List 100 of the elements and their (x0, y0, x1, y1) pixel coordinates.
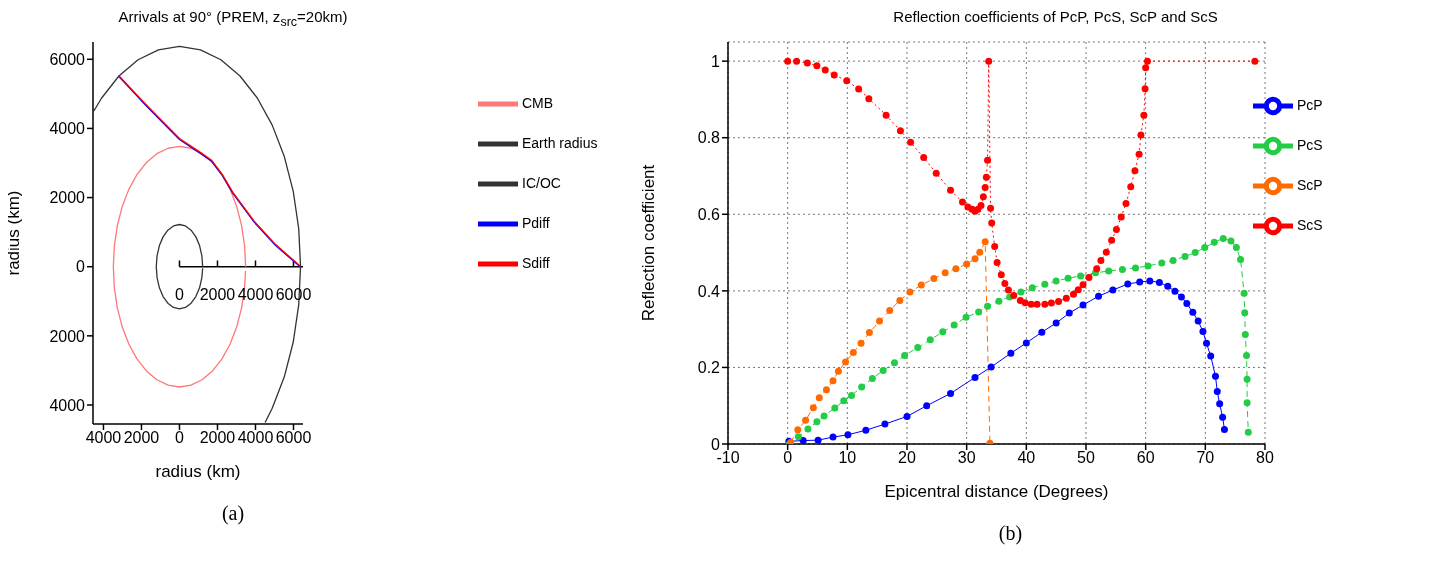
point (962, 313, 970, 321)
x2-tick-label: 4000 (237, 286, 274, 304)
point (815, 394, 823, 402)
x-tick-label: -10 (716, 449, 740, 467)
x-tick-label: 2000 (123, 429, 160, 447)
point (1079, 301, 1087, 309)
point (814, 436, 822, 444)
y-tick-label: 4000 (49, 120, 86, 138)
point (1194, 317, 1202, 325)
legend-label: Sdiff (522, 253, 551, 273)
point (971, 373, 979, 381)
y-tick-label: 0.6 (697, 205, 721, 223)
point (799, 437, 807, 444)
y-tick-label: 0.4 (697, 282, 721, 300)
x-tick-label: 0 (783, 449, 793, 467)
y-tick-label: 0.8 (697, 129, 721, 147)
point (917, 281, 925, 289)
point (896, 296, 904, 304)
point (1022, 339, 1030, 347)
x-tick-label: 70 (1196, 449, 1215, 467)
point (1216, 400, 1224, 408)
point (1007, 349, 1015, 357)
point (794, 433, 802, 441)
x-axis-title: radius (km) (155, 462, 241, 481)
point (1244, 428, 1252, 436)
point (1064, 274, 1072, 282)
point (813, 418, 821, 426)
point (1243, 352, 1250, 360)
point (976, 248, 984, 256)
point (1211, 372, 1219, 380)
x-tick-label: 2000 (199, 429, 236, 447)
x-axis-title: Epicentral distance (Degrees) (884, 482, 1109, 501)
point (1169, 257, 1177, 265)
point (1109, 286, 1117, 294)
x2-tick-label: 2000 (199, 286, 236, 304)
point (1201, 244, 1209, 252)
point (906, 288, 914, 296)
point (809, 404, 817, 412)
point (1181, 252, 1189, 260)
y-tick-label: 6000 (49, 50, 86, 68)
point (1144, 262, 1152, 270)
point (975, 308, 983, 316)
legend-label: IC/OC (522, 173, 562, 193)
point (822, 386, 830, 394)
x-tick-label: 80 (1256, 449, 1274, 467)
point (1171, 287, 1179, 295)
y-tick-label: 0 (76, 258, 86, 276)
point (886, 306, 894, 314)
point (1132, 264, 1140, 272)
legend-label: ScP (1297, 175, 1324, 195)
point (804, 425, 812, 433)
point (1210, 238, 1218, 246)
point (879, 366, 887, 374)
point (963, 260, 971, 268)
point (1155, 278, 1163, 286)
point (1241, 309, 1249, 317)
y-tick-label: 1 (711, 52, 721, 70)
point (1136, 278, 1144, 286)
y-tick-label: 2000 (49, 189, 86, 207)
point (865, 329, 873, 337)
point (1227, 237, 1235, 245)
point (923, 402, 931, 410)
point (952, 265, 960, 273)
point (1189, 308, 1197, 316)
legend-label: ScS (1297, 215, 1324, 235)
point (844, 431, 852, 439)
point (1219, 413, 1227, 421)
point (950, 321, 958, 329)
point (1213, 388, 1221, 396)
point (1207, 352, 1215, 360)
point (1243, 399, 1251, 407)
point (1220, 425, 1228, 433)
point (1241, 331, 1249, 338)
point (1095, 292, 1103, 300)
point (1240, 289, 1248, 297)
point (849, 349, 857, 356)
point (1158, 259, 1166, 267)
point (903, 412, 911, 420)
x2-tick-label: 0 (175, 286, 185, 304)
point (868, 375, 876, 383)
point (987, 363, 995, 371)
point (941, 269, 949, 277)
point (1243, 375, 1251, 383)
x-tick-label: 4000 (237, 429, 274, 447)
y-tick-label: 4000 (49, 396, 86, 414)
x-tick-label: 0 (175, 429, 185, 447)
x-tick-label: 40 (1017, 449, 1036, 467)
legend-label: PcS (1297, 135, 1324, 155)
x-tick-label: 20 (898, 449, 916, 467)
point (834, 367, 842, 375)
x-tick-label: 6000 (275, 429, 312, 447)
point (1191, 249, 1199, 257)
x-tick-label: 60 (1136, 449, 1155, 467)
point (794, 426, 802, 434)
point (876, 317, 884, 325)
point (1124, 280, 1132, 288)
point (1118, 265, 1126, 273)
point (971, 255, 979, 263)
legend-label: Earth radius (522, 133, 599, 153)
x-tick-label: 50 (1077, 449, 1095, 467)
